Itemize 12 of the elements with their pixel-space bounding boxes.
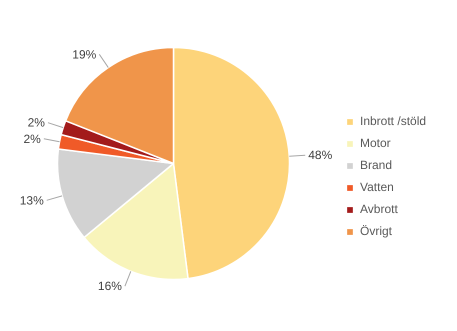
legend-label: Brand <box>360 158 392 172</box>
data-label: 2% <box>23 132 42 146</box>
legend-label: Vatten <box>360 180 394 194</box>
data-label: 13% <box>20 193 44 208</box>
legend-label: Övrigt <box>360 224 392 238</box>
data-label: 16% <box>98 279 122 294</box>
legend-label: Motor <box>360 136 391 150</box>
data-label: 19% <box>72 47 97 62</box>
data-label: 48% <box>308 148 333 162</box>
legend-label: Avbrott <box>360 202 398 216</box>
legend-label: Inbrott /stöld <box>360 114 426 128</box>
data-label: 2% <box>28 116 46 130</box>
